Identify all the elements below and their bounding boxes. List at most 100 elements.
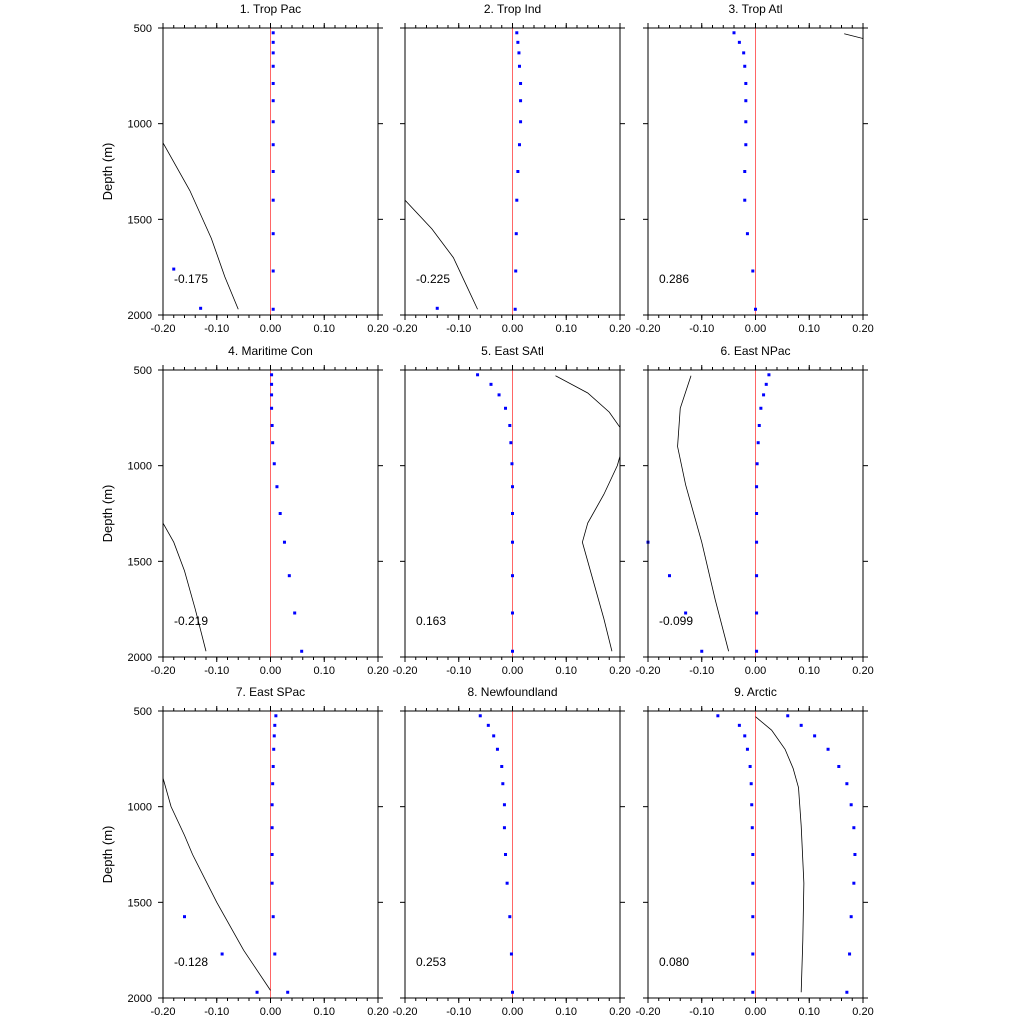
x-tick-label: 0.10 <box>314 665 335 677</box>
correlation-value: 0.163 <box>416 614 446 628</box>
data-point <box>757 423 761 427</box>
correlation-value: -0.175 <box>174 272 208 286</box>
data-point <box>716 714 720 718</box>
y-tick-label: 500 <box>134 23 152 35</box>
x-tick-label: -0.20 <box>635 323 660 335</box>
panel-title: 4. Maritime Con <box>228 344 313 358</box>
y-tick-label: 1500 <box>128 897 152 909</box>
correlation-curve <box>405 199 478 310</box>
panel-3-trop-atl: -0.20 -0.10 0.00 0.10 0.20 3. Trop Atl 0.286 <box>635 2 873 335</box>
data-point <box>486 723 490 727</box>
data-point <box>517 143 521 147</box>
correlation-value: -0.219 <box>174 614 208 628</box>
panel-6-east-npac: -0.20 -0.10 0.00 0.10 0.20 6. East NPac -0.099 <box>635 344 873 677</box>
data-point <box>511 485 514 489</box>
data-point <box>737 723 741 727</box>
data-point <box>668 574 671 578</box>
data-point <box>501 782 505 786</box>
x-tick-label: 0.20 <box>609 323 630 335</box>
correlation-value: 0.253 <box>416 955 446 969</box>
data-point <box>755 485 759 489</box>
data-point <box>756 441 760 445</box>
data-point <box>172 267 176 271</box>
data-point <box>516 40 520 44</box>
data-point <box>513 307 517 311</box>
correlation-value: -0.128 <box>174 955 208 969</box>
data-point <box>744 99 748 103</box>
y-tick-label: 1000 <box>128 461 152 473</box>
correlation-curve <box>163 777 271 991</box>
x-tick-label: -0.10 <box>446 665 471 677</box>
data-point <box>271 99 275 103</box>
panel-title: 6. East NPac <box>720 344 790 358</box>
correlation-value: 0.080 <box>659 955 689 969</box>
data-point <box>504 853 508 856</box>
data-point <box>500 764 504 768</box>
x-tick-label: -0.10 <box>204 323 229 335</box>
x-tick-label: 0.20 <box>852 323 873 335</box>
data-point <box>519 81 523 85</box>
correlation-curve <box>677 375 730 652</box>
x-tick-label: 0.10 <box>556 1006 577 1018</box>
x-tick-label: -0.10 <box>689 1006 714 1018</box>
correlation-curve <box>555 375 620 652</box>
data-point <box>199 306 203 310</box>
data-point <box>516 170 520 173</box>
data-point <box>749 782 753 786</box>
data-point <box>755 462 759 466</box>
panel-1-trop-pac: -0.20 -0.10 0.00 0.10 0.20 500 1000 1500 2000 1. … <box>100 2 389 335</box>
data-point <box>750 826 754 830</box>
panel-title: 9. Arctic <box>734 685 777 699</box>
data-point <box>517 51 521 55</box>
data-point <box>278 512 282 515</box>
panel-title: 8. Newfoundland <box>467 685 557 699</box>
x-tick-label: 0.00 <box>502 1006 523 1018</box>
data-point <box>515 31 519 35</box>
x-tick-label: -0.20 <box>150 1006 175 1018</box>
data-point <box>751 952 755 956</box>
x-tick-label: 0.00 <box>745 1006 766 1018</box>
x-tick-label: -0.20 <box>635 1006 660 1018</box>
data-point <box>272 734 276 738</box>
x-tick-label: -0.20 <box>635 665 660 677</box>
data-point <box>755 649 759 653</box>
data-point <box>273 952 277 956</box>
data-point <box>742 51 746 55</box>
data-point <box>271 170 275 173</box>
x-tick-label: 0.10 <box>314 323 335 335</box>
correlation-curve <box>163 522 207 652</box>
data-point <box>519 120 523 124</box>
data-point <box>271 40 275 44</box>
data-point <box>271 143 275 147</box>
panel-4-maritime-con: -0.20 -0.10 0.00 0.10 0.20 500 1000 1500 2000 4. … <box>100 344 389 677</box>
panel-title: 5. East SAtl <box>481 344 544 358</box>
x-tick-label: 0.00 <box>502 665 523 677</box>
data-point <box>508 423 512 427</box>
data-point <box>271 198 275 202</box>
data-point <box>813 734 817 738</box>
x-tick-label: 0.20 <box>609 1006 630 1018</box>
data-point <box>514 269 518 273</box>
x-tick-label: 0.00 <box>502 323 523 335</box>
data-point <box>745 747 749 751</box>
panel-5-east-satl: -0.20 -0.10 0.00 0.10 0.20 5. East SAtl 0.163 <box>392 344 630 677</box>
y-axis-label: Depth (m) <box>100 143 115 201</box>
data-point <box>845 990 849 994</box>
data-point <box>502 803 506 807</box>
data-point <box>273 723 277 727</box>
x-tick-label: -0.10 <box>446 323 471 335</box>
data-point <box>767 373 771 377</box>
data-point <box>517 64 521 68</box>
data-point <box>511 649 514 653</box>
data-point <box>286 990 290 994</box>
data-point <box>515 198 519 202</box>
data-point <box>502 826 506 830</box>
x-tick-label: -0.20 <box>392 1006 417 1018</box>
data-point <box>435 306 439 310</box>
correlation-value: -0.225 <box>416 272 450 286</box>
x-tick-label: 0.10 <box>556 323 577 335</box>
data-point <box>478 714 482 718</box>
data-point <box>511 611 514 615</box>
data-point <box>754 307 757 311</box>
correlation-curve <box>844 33 863 39</box>
